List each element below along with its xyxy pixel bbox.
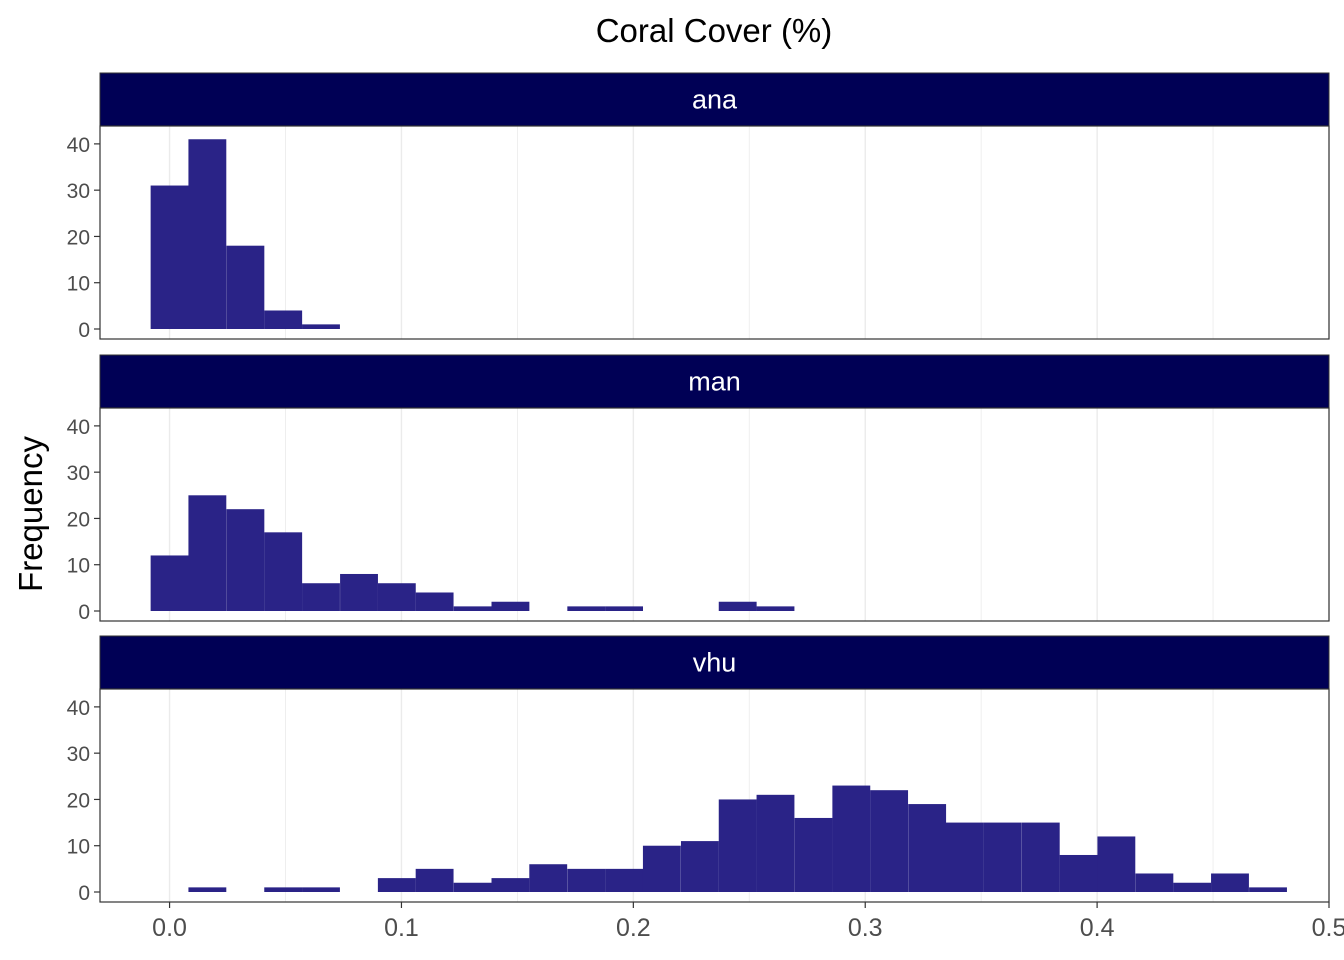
histogram-bar (453, 882, 492, 892)
facet-strip-label: ana (692, 85, 738, 115)
histogram-bar (605, 868, 643, 892)
histogram-bar (832, 785, 871, 892)
y-tick-label: 40 (67, 697, 90, 720)
histogram-bar (302, 887, 340, 892)
y-axis-label: Frequency (12, 436, 49, 592)
x-tick-label: 0.1 (384, 914, 419, 942)
histogram-bar (1211, 873, 1249, 892)
histogram-bar (150, 185, 189, 329)
histogram-bar (983, 822, 1022, 892)
histogram-bar (756, 794, 795, 892)
x-tick-label: 0.0 (152, 914, 187, 942)
facet-strip-label: man (688, 367, 741, 397)
histogram-bar (264, 532, 303, 611)
histogram-bar (377, 583, 416, 611)
facet-strip-label: vhu (693, 648, 737, 678)
y-tick-label: 30 (67, 743, 90, 766)
histogram-bar (946, 822, 984, 892)
histogram-bar (415, 592, 454, 611)
histogram-bar (377, 878, 416, 892)
panel-background (100, 126, 1329, 339)
y-tick-label: 20 (67, 508, 90, 531)
facet-panels: ana 0 10 20 30 40 man 0 10 20 30 40 vhu 0 10 20 30 40 (67, 72, 1330, 905)
facet-strip (99, 354, 1330, 409)
facet-panel-man: man 0 10 20 30 40 (67, 354, 1330, 624)
histogram-bar (226, 509, 265, 611)
histogram-bar (1021, 822, 1060, 892)
histogram-bar (756, 606, 795, 611)
y-tick-label: 0 (78, 319, 90, 342)
y-tick-label: 30 (67, 180, 90, 203)
histogram-bar (491, 878, 530, 892)
y-tick-label: 20 (67, 226, 90, 249)
histogram-bar (718, 799, 757, 892)
histogram-bar (870, 790, 909, 892)
histogram-bar (794, 817, 833, 892)
histogram-bar (605, 606, 643, 611)
histogram-bar (150, 555, 189, 611)
histogram-bar (340, 573, 378, 611)
histogram-bar (642, 845, 681, 892)
y-tick-label: 20 (67, 789, 90, 812)
histogram-bar (491, 601, 530, 611)
panel-border (99, 407, 1330, 622)
x-tick-label: 0.5 (1312, 914, 1344, 942)
facet-panel-vhu: vhu 0 10 20 30 40 (67, 635, 1330, 905)
facet-strip (99, 72, 1330, 127)
histogram-bar (1135, 873, 1174, 892)
histogram-bar (415, 868, 454, 892)
histogram-bar (188, 139, 227, 329)
histogram-bar (718, 601, 757, 611)
y-tick-label: 30 (67, 462, 90, 485)
histogram-bar (908, 804, 947, 892)
facet-panel-ana: ana 0 10 20 30 40 (67, 72, 1330, 342)
histogram-bar (302, 324, 340, 329)
histogram-bar (453, 606, 492, 611)
y-tick-label: 10 (67, 555, 90, 578)
y-tick-label: 0 (78, 882, 90, 905)
histogram-bar (680, 841, 719, 892)
y-tick-label: 0 (78, 601, 90, 624)
histogram-bar (226, 245, 265, 329)
histogram-bar (1097, 836, 1136, 892)
y-tick-label: 10 (67, 273, 90, 296)
histogram-bar (188, 495, 227, 611)
x-tick-label: 0.4 (1080, 914, 1115, 942)
histogram-bar (529, 864, 568, 892)
panel-border (99, 125, 1330, 340)
y-tick-label: 10 (67, 836, 90, 859)
histogram-bar (567, 606, 606, 611)
y-tick-label: 40 (67, 134, 90, 157)
panel-border (99, 688, 1330, 903)
x-tick-label: 0.2 (616, 914, 651, 942)
histogram-bar (1059, 854, 1098, 892)
histogram-bar (302, 583, 340, 611)
histogram-bar (264, 887, 303, 892)
histogram-bar (1173, 882, 1212, 892)
x-tick-label: 0.3 (848, 914, 883, 942)
histogram-bar (264, 310, 303, 329)
histogram-bar (1249, 887, 1287, 892)
histogram-bar (188, 887, 227, 892)
y-tick-label: 40 (67, 416, 90, 439)
chart-title: Coral Cover (%) (596, 12, 833, 49)
x-axis: 0.0 0.1 0.2 0.3 0.4 0.5 (152, 902, 1344, 942)
histogram-bar (567, 868, 606, 892)
